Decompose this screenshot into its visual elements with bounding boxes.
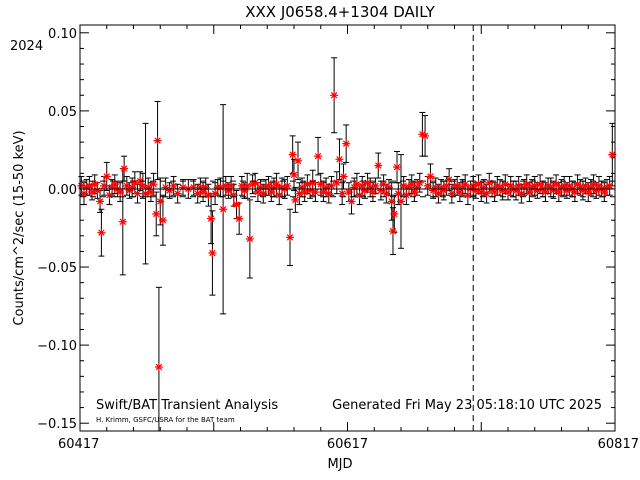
y-tick-label: 0.05	[48, 105, 77, 120]
data-point	[102, 172, 111, 181]
data-point	[525, 188, 534, 197]
data-point	[474, 180, 483, 189]
data-point	[463, 191, 472, 200]
data-point	[382, 189, 391, 198]
data-point	[358, 181, 367, 190]
x-tick-label: 60617	[327, 437, 368, 452]
data-point	[490, 188, 499, 197]
data-point	[235, 214, 244, 223]
data-point	[392, 163, 401, 172]
x-tick-label: 60817	[598, 437, 639, 452]
y-tick-label: 0.10	[48, 27, 77, 42]
data-point	[154, 362, 163, 371]
data-point	[232, 200, 241, 209]
data-point	[517, 189, 526, 198]
data-point	[105, 191, 114, 200]
data-point	[294, 156, 303, 165]
data-point	[434, 189, 443, 198]
data-point	[426, 172, 435, 181]
data-point	[120, 164, 129, 173]
data-point	[118, 217, 127, 226]
footer-generated-label: Generated Fri May 23 05:18:10 UTC 2025	[332, 398, 602, 413]
data-point	[504, 188, 512, 197]
data-point	[374, 161, 383, 170]
data-point	[97, 228, 106, 237]
data-point	[285, 233, 294, 242]
year-label: 2024	[10, 39, 43, 54]
data-point	[133, 189, 142, 198]
data-point	[390, 209, 399, 218]
data-point	[402, 191, 411, 200]
data-point	[259, 189, 268, 198]
y-tick-label: −0.05	[37, 261, 77, 276]
footer-analysis-label: Swift/BAT Transient Analysis	[96, 398, 278, 413]
y-tick-label: −0.10	[37, 339, 77, 354]
data-point	[335, 155, 344, 164]
data-point	[347, 197, 356, 206]
data-point	[552, 180, 561, 189]
data-point	[156, 197, 165, 206]
data-point	[272, 180, 281, 189]
data-point	[288, 150, 297, 159]
chart-title: XXX J0658.4+1304 DAILY	[245, 3, 435, 21]
data-point	[342, 139, 351, 148]
x-tick-label: 60417	[58, 437, 99, 452]
data-point	[394, 189, 403, 198]
data-point	[100, 181, 109, 190]
y-tick-label: −0.15	[37, 417, 77, 432]
data-point	[245, 234, 254, 243]
data-point	[158, 216, 167, 225]
data-point	[421, 131, 430, 140]
y-tick-label: 0.00	[48, 183, 77, 198]
footer-credit-label: H. Krimm, GSFC/USRA for the BAT team	[96, 416, 235, 424]
y-axis-label: Counts/cm^2/sec (15-50 keV)	[12, 130, 27, 325]
data-point	[397, 197, 405, 206]
data-point	[584, 188, 593, 197]
data-point	[207, 214, 216, 223]
data-point	[482, 189, 491, 198]
data-point	[290, 170, 298, 179]
data-point	[96, 197, 105, 206]
data-point	[152, 209, 161, 218]
x-axis-label: MJD	[327, 457, 352, 472]
data-point	[522, 180, 531, 189]
data-point	[116, 188, 125, 197]
data-point	[314, 152, 323, 161]
data-point	[339, 172, 348, 181]
data-point	[388, 227, 397, 236]
data-point	[324, 189, 333, 198]
data-point	[371, 181, 380, 190]
axis-ticks-group	[79, 25, 616, 431]
x-tick-labels: 60417 60617 60817	[58, 437, 639, 452]
y-tick-labels: −0.15 −0.10 −0.05 0.00 0.05 0.10	[37, 27, 77, 432]
data-point	[219, 205, 228, 214]
data-point	[153, 136, 162, 145]
data-point	[208, 248, 217, 257]
data-point	[387, 197, 396, 206]
data-point	[173, 189, 182, 198]
data-markers-group	[77, 91, 617, 371]
data-point	[330, 91, 339, 100]
data-point	[423, 181, 432, 190]
